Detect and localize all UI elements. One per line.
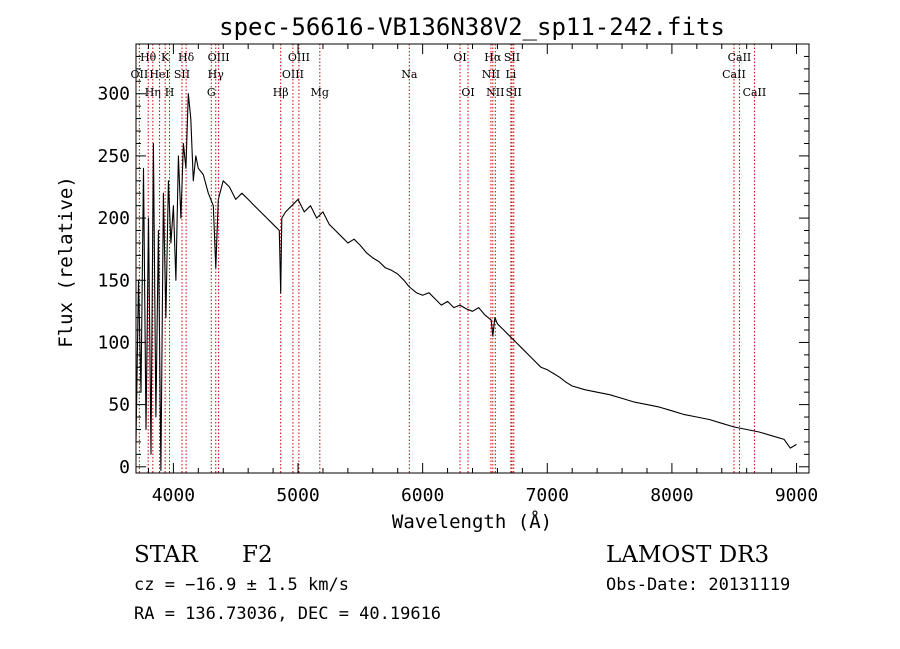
- object-class: STAR: [134, 542, 198, 568]
- line-label: NII: [486, 86, 504, 99]
- line-label: CaII: [743, 86, 767, 99]
- observation-date: Obs-Date: 20131119: [606, 575, 790, 595]
- line-label: Mg: [311, 86, 329, 99]
- coordinates: RA = 136.73036, DEC = 40.19616: [134, 604, 441, 624]
- line-label: OIII: [282, 68, 304, 81]
- y-tick-label: 50: [108, 395, 130, 416]
- y-tick-label: 150: [97, 270, 130, 291]
- line-label: Li: [505, 68, 516, 81]
- y-axis-label: Flux (relative): [55, 176, 77, 348]
- line-label: OI: [461, 86, 474, 99]
- line-label: K: [161, 51, 170, 64]
- y-tick-label: 300: [97, 84, 130, 105]
- survey-name: LAMOST DR3: [606, 542, 769, 568]
- plot-frame: [135, 43, 810, 474]
- axes: 4000 5000 6000 7000 8000 9000 0 50 100 150 200 250 3…: [97, 44, 818, 506]
- line-label: HeI: [149, 68, 169, 81]
- x-tick-label: 7000: [526, 485, 569, 506]
- line-label: SII: [504, 51, 520, 64]
- x-tick-label: 5000: [276, 485, 319, 506]
- spectral-line-labels: Hθ OII Hη HeI K SII H Hδ OIII Hγ G Hβ OIII OIII Mg Na OI…: [131, 51, 767, 99]
- y-tick-label: 0: [119, 457, 130, 478]
- line-label: Na: [401, 68, 418, 81]
- line-label: Hη: [145, 86, 161, 99]
- line-label: CaII: [722, 68, 746, 81]
- chart-title: spec-56616-VB136N38V2_sp11-242.fits: [219, 13, 725, 41]
- redshift-cz: cz = −16.9 ± 1.5 km/s: [134, 575, 349, 595]
- line-label: Hα: [484, 51, 502, 64]
- y-tick-label: 200: [97, 208, 130, 229]
- x-axis-label: Wavelength (Å): [392, 510, 552, 533]
- line-label: OIII: [288, 51, 310, 64]
- x-tick-label: 6000: [401, 485, 444, 506]
- line-label: OI: [453, 51, 466, 64]
- line-label: Hγ: [208, 68, 225, 81]
- line-label: Hθ: [140, 51, 157, 64]
- y-tick-label: 100: [97, 332, 130, 353]
- x-tick-label: 4000: [152, 485, 195, 506]
- y-tick-label: 250: [97, 146, 130, 167]
- line-label: SII: [174, 68, 190, 81]
- line-label: OII: [131, 68, 149, 81]
- line-label: NII: [482, 68, 500, 81]
- line-label: Hδ: [178, 51, 195, 64]
- line-label: H: [165, 86, 175, 99]
- object-subclass: F2: [242, 542, 273, 568]
- line-label: Hβ: [273, 86, 289, 99]
- line-label: G: [207, 86, 216, 99]
- spectrum-line: [135, 93, 797, 472]
- x-tick-label: 9000: [775, 485, 818, 506]
- line-label: OIII: [208, 51, 230, 64]
- spectrum-series: [135, 93, 797, 472]
- x-tick-label: 8000: [650, 485, 693, 506]
- line-label: CaII: [728, 51, 752, 64]
- line-label: SII: [506, 86, 522, 99]
